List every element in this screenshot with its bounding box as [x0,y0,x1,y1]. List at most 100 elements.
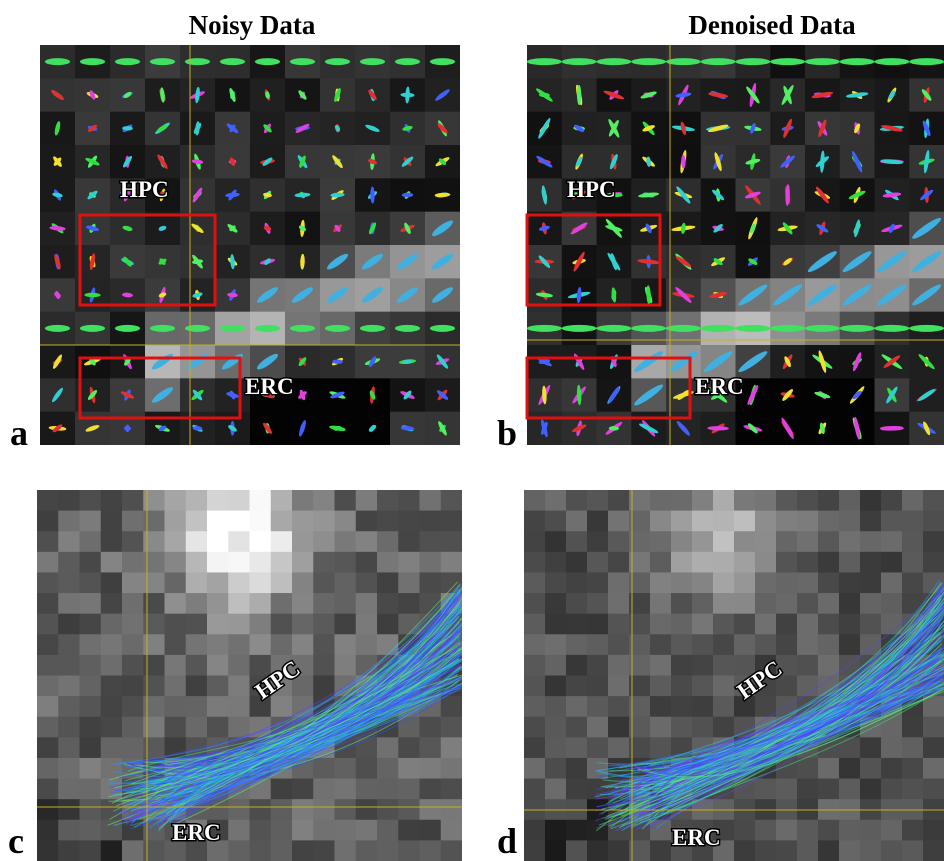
voxel [818,840,840,861]
voxel [797,778,819,800]
voxel [629,613,651,635]
voxel [228,799,250,821]
glyph [638,192,660,198]
voxel [228,634,250,656]
voxel [185,675,208,697]
voxel [228,819,250,841]
voxel [923,778,944,800]
glyph [708,92,729,98]
voxel [608,531,630,553]
voxel [587,716,609,738]
glyph [854,123,861,134]
voxel [440,490,462,512]
voxel [185,531,208,553]
voxel [143,531,165,553]
voxel [355,572,378,594]
glyph [708,387,728,403]
voxel [164,696,187,718]
voxel [881,490,903,512]
glyph [541,185,547,205]
voxel [207,613,229,635]
voxel [398,778,420,800]
glyph [219,58,246,66]
voxel [734,716,756,738]
voxel [755,593,777,615]
glyph [192,187,203,203]
voxel [902,572,924,594]
voxel [37,799,59,821]
voxel [398,490,420,512]
glyph [149,324,176,332]
voxel [671,551,693,573]
glyph [782,389,793,401]
voxel [100,799,123,821]
voxel [37,613,59,635]
voxel [207,696,229,718]
voxel [839,490,861,512]
voxel [228,840,250,861]
voxel [713,572,735,594]
voxel [818,572,840,594]
voxel [713,675,735,697]
voxel [650,654,672,676]
glyph [54,121,61,136]
voxel [524,490,546,512]
glyph [735,58,771,66]
voxel [58,799,80,821]
voxel [776,634,798,656]
voxel [797,551,819,573]
voxel [377,490,399,512]
glyph [334,224,341,232]
voxel [355,634,378,656]
glyph [681,222,686,234]
glyph [880,159,904,165]
voxel [755,675,777,697]
voxel [860,737,882,759]
glyph [807,284,837,306]
voxel [713,551,735,573]
voxel [524,819,546,841]
voxel [587,510,609,532]
voxel [545,613,567,635]
voxel [797,634,819,656]
voxel [860,531,882,553]
glyph [880,426,904,431]
voxel [545,634,567,656]
voxel [398,757,420,780]
voxel [270,654,293,676]
voxel [58,634,80,656]
voxel [923,716,944,738]
glyph [640,91,657,99]
voxel [313,634,335,656]
voxel [377,510,399,532]
glyph [848,190,866,200]
voxel [58,778,80,800]
voxel [270,531,293,553]
voxel [37,654,59,676]
voxel [881,613,903,635]
voxel [58,510,80,532]
glyph [814,391,831,399]
voxel [713,613,735,635]
voxel [334,551,357,573]
voxel [355,613,378,635]
voxel [249,716,272,738]
voxel [797,840,819,861]
voxel [37,819,59,841]
glyph [263,192,272,198]
roi-label: ERC [695,374,744,399]
voxel [249,572,272,594]
glyph [85,225,100,232]
voxel [249,593,272,615]
voxel [566,675,588,697]
voxel [334,490,357,512]
voxel [818,778,840,800]
voxel [100,551,123,573]
fiber [172,591,462,784]
voxel [608,634,630,656]
glyph [542,385,547,405]
glyph [228,425,237,432]
voxel [37,778,59,800]
voxel [37,593,59,615]
voxel [377,572,399,594]
